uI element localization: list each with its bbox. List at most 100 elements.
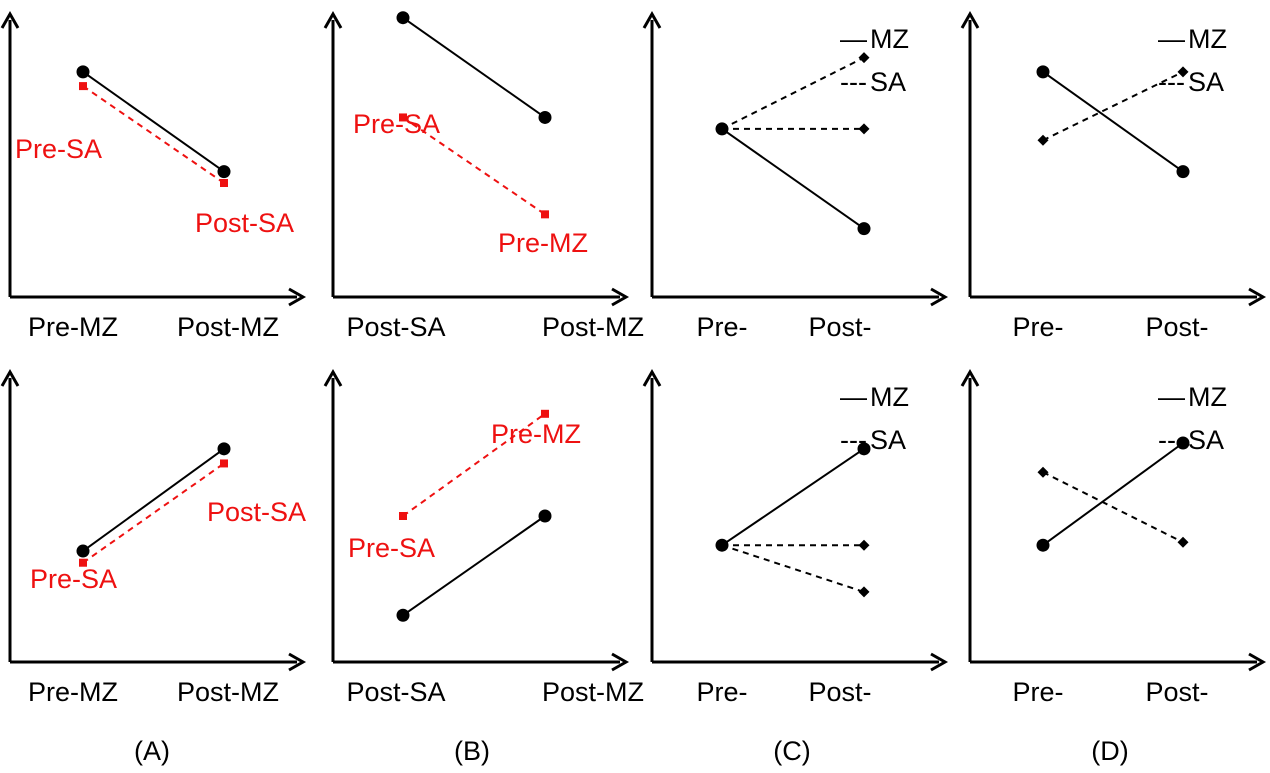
legend-solid-glyph: —: [1158, 24, 1185, 54]
x-axis-arrow-icon: [611, 287, 630, 307]
circle-marker: [76, 65, 90, 79]
diamond-marker: [716, 539, 728, 551]
circle-marker: [1176, 165, 1190, 179]
circle-marker: [396, 608, 410, 622]
legend: — MZ--- SA: [1158, 382, 1227, 455]
y-axis-arrow-icon: [323, 368, 343, 387]
x-axis-arrow-icon: [930, 287, 949, 307]
legend-label-mz: MZ: [1188, 382, 1227, 412]
x-axis-arrow-icon: [611, 652, 630, 672]
circle-marker: [76, 544, 90, 558]
legend: — MZ--- SA: [840, 382, 909, 455]
solid-line-black: [82, 71, 225, 173]
y-axis-arrow-icon: [0, 368, 20, 387]
dashed-line-red: [402, 116, 546, 216]
panel-caption: (C): [773, 736, 810, 766]
annotation-label: Post-SA: [195, 208, 294, 238]
circle-marker: [1036, 538, 1050, 552]
legend-label-mz: MZ: [870, 382, 909, 412]
x-axis-arrow-icon: [1248, 652, 1267, 672]
diamond-marker: [858, 52, 870, 64]
square-marker: [220, 179, 228, 187]
x-tick-label: Post-: [808, 312, 871, 342]
circle-marker: [217, 165, 231, 179]
x-tick-label: Pre-: [1012, 312, 1063, 342]
annotation-label: Pre-SA: [15, 134, 102, 164]
annotation-label: Post-SA: [207, 497, 306, 527]
circle-marker: [857, 442, 871, 456]
circle-marker: [217, 442, 231, 456]
dashed-line-red: [82, 462, 225, 564]
solid-line-black: [1042, 442, 1184, 547]
y-axis-arrow-icon: [960, 10, 980, 29]
annotation-label: Pre-SA: [348, 533, 435, 563]
circle-marker: [538, 110, 552, 124]
legend-dashed-glyph: ---: [1158, 425, 1185, 455]
panel-B-top: Post-SA Post-MZ Pre-SA Pre-MZ: [323, 10, 644, 342]
panel-C-top: Pre- Post- — MZ--- SA: [642, 10, 949, 342]
diamond-marker: [858, 539, 870, 551]
diamond-marker: [1177, 536, 1189, 548]
diamond-marker: [858, 123, 870, 135]
dashed-line-black: [1042, 471, 1184, 544]
dashed-line-black: [721, 56, 865, 130]
dashed-line-red: [82, 85, 225, 184]
panel-D-top: Pre- Post- — MZ--- SA: [960, 10, 1267, 342]
diamond-marker: [1037, 134, 1049, 146]
panel-A-top: Pre-MZ Post-MZ Pre-SA Post-SA: [0, 10, 307, 342]
square-marker: [541, 210, 549, 219]
legend-label-sa: SA: [1188, 67, 1224, 97]
legend: — MZ--- SA: [840, 24, 909, 97]
square-marker: [220, 459, 228, 468]
legend-label-sa: SA: [870, 67, 906, 97]
annotation-label: Pre-SA: [353, 109, 440, 139]
square-marker: [79, 558, 87, 567]
circle-marker: [1036, 65, 1050, 79]
panel-B-bottom: Post-SA Post-MZ Pre-SA Pre-MZ: [323, 368, 644, 707]
x-tick-label: Post-: [1145, 677, 1208, 707]
panel-D-bottom: Pre- Post- — MZ--- SA: [960, 368, 1267, 707]
legend-label-mz: MZ: [1188, 24, 1227, 54]
x-tick-label: Pre-MZ: [28, 312, 118, 342]
annotation-label: Pre-MZ: [491, 419, 581, 449]
annotation-label: Pre-SA: [30, 564, 117, 594]
square-marker: [79, 82, 87, 91]
x-tick-label: Post-MZ: [177, 677, 279, 707]
circle-marker: [538, 509, 552, 523]
x-tick-label: Post-MZ: [542, 677, 644, 707]
y-axis-arrow-icon: [0, 10, 20, 29]
legend-dashed-glyph: ---: [840, 425, 867, 455]
diamond-marker: [1037, 466, 1049, 478]
solid-line-black: [1042, 71, 1184, 173]
x-tick-label: Post-: [1145, 312, 1208, 342]
x-tick-label: Pre-: [696, 677, 747, 707]
y-axis-arrow-icon: [960, 368, 980, 387]
legend-dashed-glyph: ---: [840, 67, 867, 97]
legend-label-sa: SA: [870, 425, 906, 455]
square-marker: [399, 113, 407, 122]
x-tick-label: Post-SA: [346, 312, 445, 342]
solid-line-black: [721, 128, 865, 230]
solid-line-black: [721, 448, 865, 547]
dashed-line-black: [1042, 70, 1184, 142]
annotation-label: Pre-MZ: [498, 228, 588, 258]
solid-line-black: [402, 515, 546, 617]
dashed-line-red: [402, 412, 546, 517]
circle-marker: [1176, 436, 1190, 450]
x-axis-arrow-icon: [288, 652, 307, 672]
legend: — MZ--- SA: [1158, 24, 1227, 97]
legend-label-mz: MZ: [870, 24, 909, 54]
x-tick-label: Post-MZ: [542, 312, 644, 342]
legend-dashed-glyph: ---: [1158, 67, 1185, 97]
legend-solid-glyph: —: [1158, 382, 1185, 412]
x-axis-arrow-icon: [1248, 287, 1267, 307]
y-axis-arrow-icon: [642, 10, 662, 29]
solid-line-black: [82, 448, 225, 552]
diamond-marker: [858, 586, 870, 598]
legend-solid-glyph: —: [840, 382, 867, 412]
x-tick-label: Post-: [808, 677, 871, 707]
legend-solid-glyph: —: [840, 24, 867, 54]
x-axis-arrow-icon: [930, 652, 949, 672]
y-axis-arrow-icon: [323, 10, 343, 29]
